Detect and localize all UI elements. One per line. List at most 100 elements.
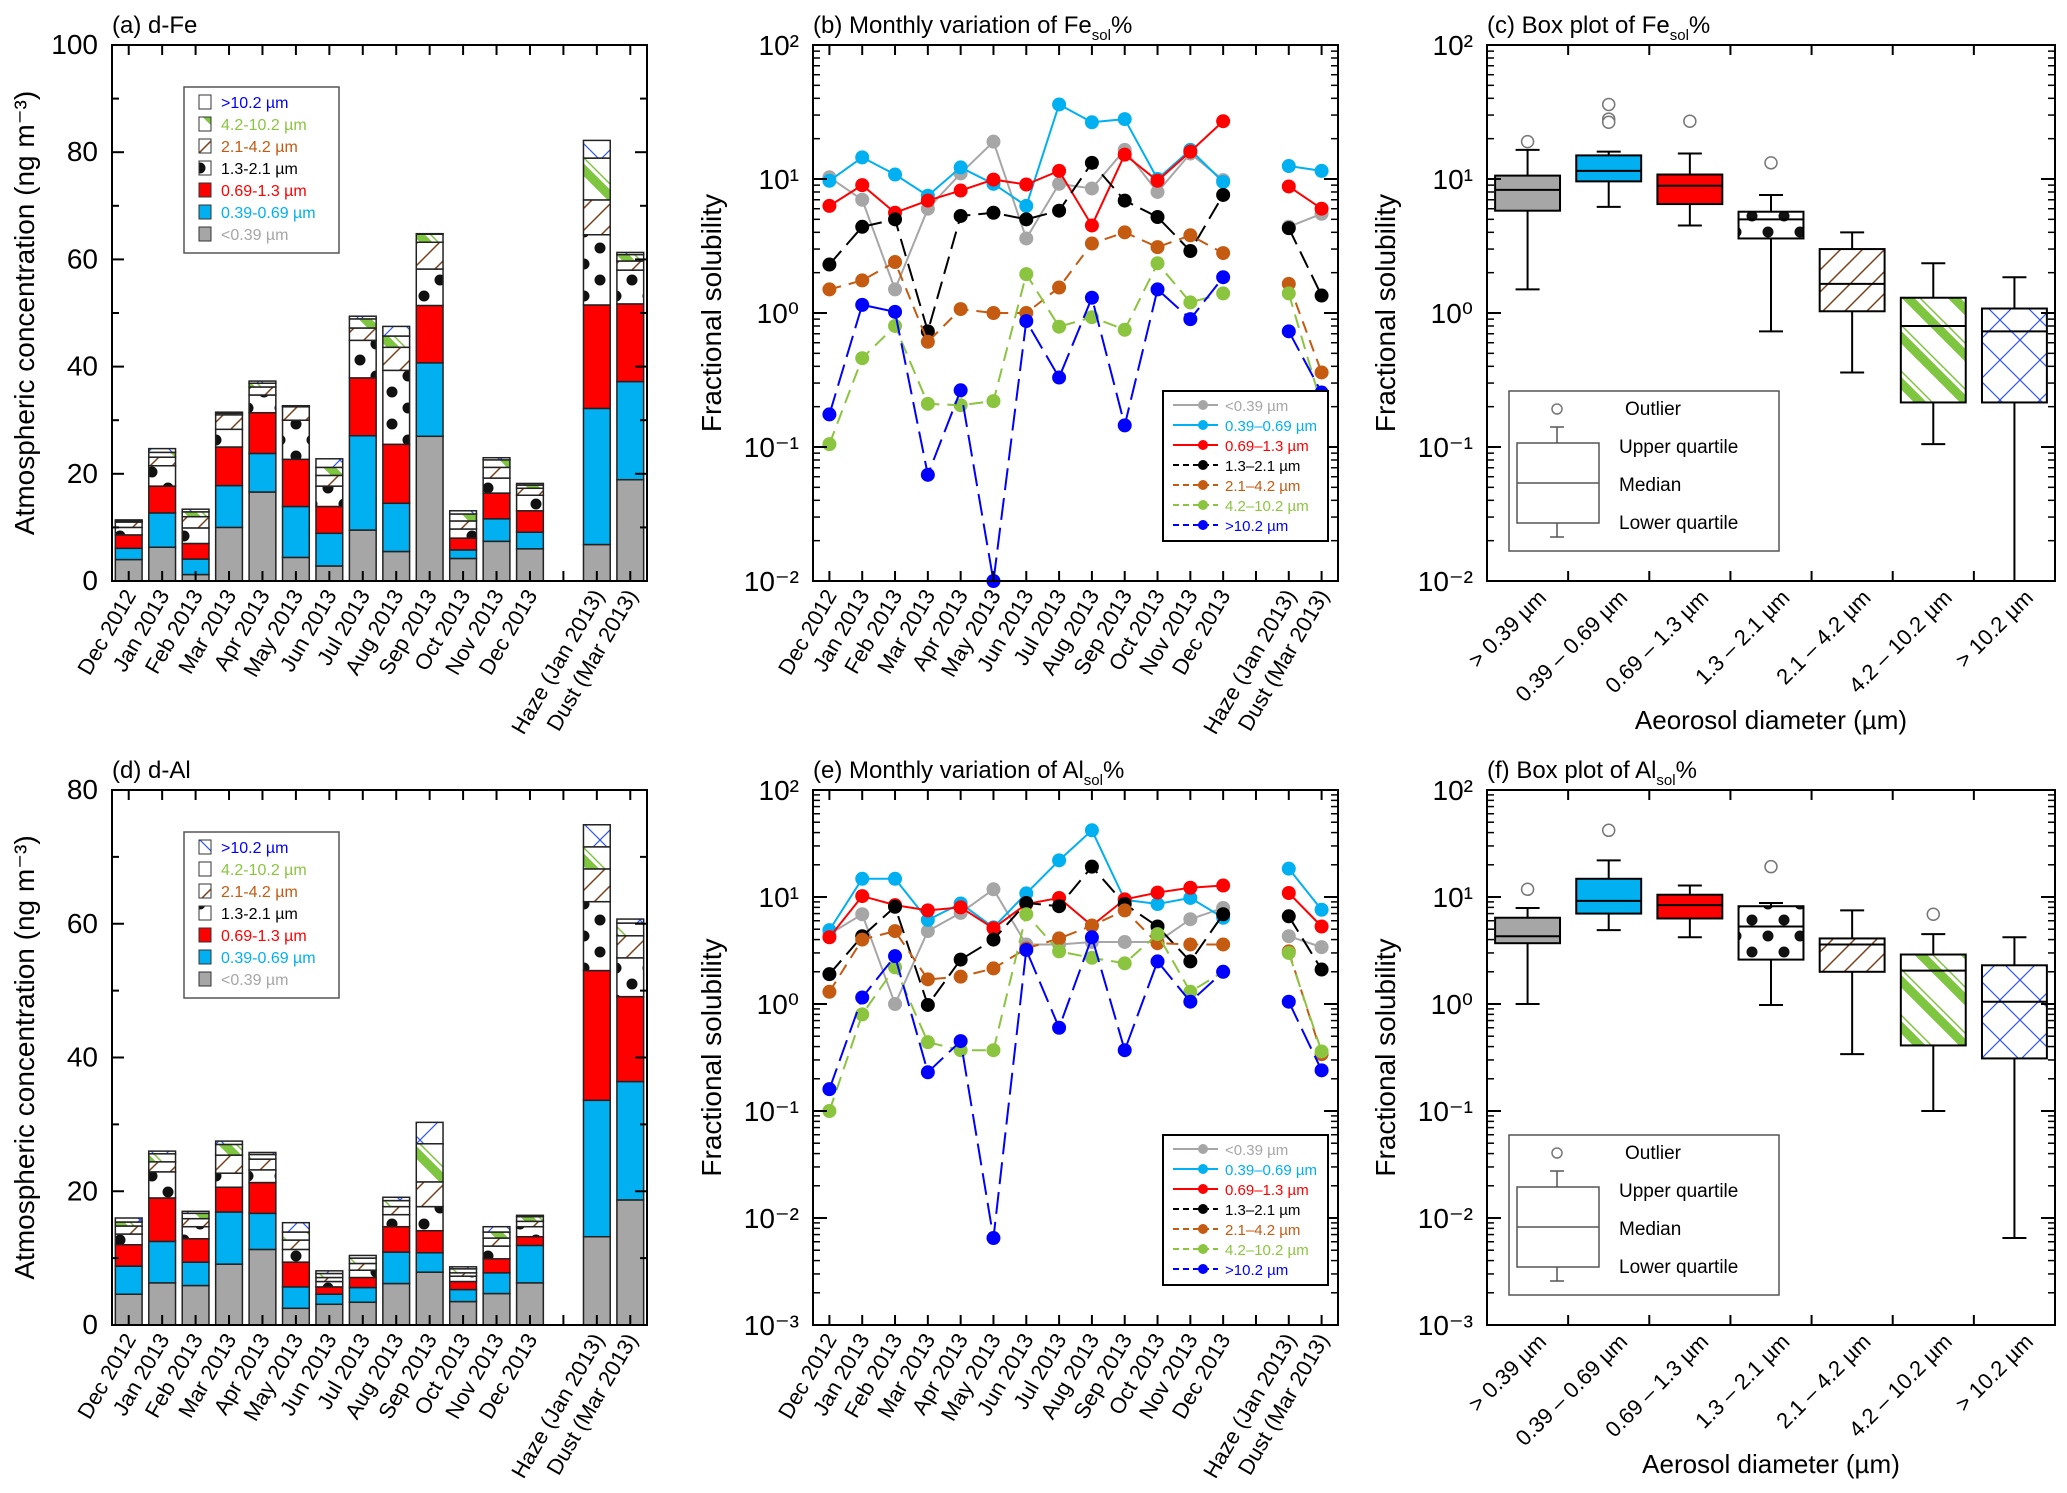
bar-segment (616, 918, 645, 924)
legend-label: 0.69–1.3 µm (1225, 1182, 1309, 1199)
bar-segment (415, 1205, 444, 1232)
legend-label: 0.39-0.69 µm (221, 950, 316, 967)
bar-segment (448, 520, 478, 530)
data-point (1052, 176, 1067, 191)
bar-segment (482, 1272, 511, 1295)
bar-segment (348, 434, 377, 531)
data-point (1314, 919, 1329, 934)
box-iqr (1818, 937, 1886, 973)
panel-title: (c) Box plot of Fesol% (1487, 12, 1710, 44)
y-tick-label: 80 (67, 774, 98, 805)
legend-marker (1198, 500, 1208, 510)
legend-marker (1198, 1164, 1208, 1174)
bar-segment (181, 1237, 210, 1263)
bar-segment (482, 1237, 511, 1247)
series-5 (822, 256, 1329, 452)
data-point (986, 932, 1001, 947)
bar-segment (114, 1225, 143, 1235)
legend-marker (1198, 1224, 1208, 1234)
bar-segment (482, 1225, 511, 1233)
data-point (855, 932, 870, 947)
y-tick-label: 10⁻² (1418, 566, 1473, 597)
legend-marker (1198, 460, 1208, 470)
data-point (1281, 994, 1296, 1009)
legend-label: 2.1–4.2 µm (1225, 1222, 1300, 1239)
data-point (1019, 314, 1034, 329)
data-point (1150, 184, 1165, 199)
plot-frame (812, 789, 1339, 1326)
legend-label: 2.1-4.2 µm (221, 884, 298, 901)
outlier-point (1764, 156, 1778, 170)
data-point (1314, 1044, 1329, 1059)
data-point (1019, 212, 1034, 227)
bar-segment (582, 824, 611, 848)
data-point (1183, 954, 1198, 969)
legend-swatch (198, 226, 212, 242)
legend-label: Median (1619, 475, 1681, 496)
data-point (1052, 97, 1067, 112)
bar-segment (582, 139, 611, 159)
bar-segment (181, 1212, 210, 1220)
y-tick-label: 10⁻² (744, 1203, 799, 1234)
data-point (1216, 270, 1231, 285)
data-point (888, 924, 903, 939)
series-line (1287, 915, 1323, 971)
bar-segment (616, 251, 645, 256)
y-tick-label: 10⁰ (757, 298, 799, 329)
bar-segment (348, 339, 377, 379)
bar-segment (582, 900, 611, 972)
y-axis-label: Fractional solubility (696, 194, 727, 432)
data-point (1183, 937, 1198, 952)
y-tick-label: 10⁻² (744, 566, 799, 597)
bar-segment (315, 474, 344, 487)
data-point (1314, 902, 1329, 917)
data-point (1150, 885, 1165, 900)
data-point (888, 318, 903, 333)
series-line (1287, 283, 1323, 373)
data-point (855, 150, 870, 165)
data-point (1281, 929, 1296, 944)
y-tick-label: 10⁻¹ (744, 432, 799, 463)
series-5 (822, 907, 1329, 1118)
data-point (1183, 295, 1198, 310)
outlier-point (1520, 882, 1535, 897)
data-point (1216, 174, 1231, 189)
legend-label: 0.39–0.69 µm (1225, 418, 1317, 435)
bar-segment (281, 404, 311, 408)
outlier-point (1601, 97, 1616, 112)
bar-segment (281, 419, 311, 461)
bar-segment (448, 1288, 478, 1303)
box-iqr (1737, 210, 1805, 240)
data-point (953, 1034, 968, 1049)
data-point (1150, 256, 1165, 271)
bar-segment (482, 492, 511, 520)
bar-segment (148, 1153, 177, 1163)
data-point (1281, 324, 1296, 339)
bar-segment (515, 1244, 545, 1284)
bar-segment (248, 452, 277, 493)
bar-segment (248, 1151, 277, 1156)
bar-segment (415, 232, 444, 235)
bar-segment (515, 1225, 545, 1238)
legend-swatch (198, 971, 212, 987)
title-main: (d) d-Al (112, 757, 191, 784)
bar-segment (214, 414, 244, 431)
bar-segment (248, 380, 277, 384)
title-main: (b) Monthly variation of Fe (813, 12, 1092, 39)
box-iqr (1494, 916, 1562, 945)
data-point (822, 257, 837, 272)
bar-segment (382, 346, 411, 372)
data-point (953, 302, 968, 317)
bar-segment (248, 1248, 277, 1326)
bar-segment (181, 527, 210, 545)
bar-segment (482, 1245, 511, 1260)
bar-segment (382, 1225, 411, 1253)
legend-label: Upper quartile (1619, 437, 1738, 458)
data-point (986, 172, 1001, 187)
data-point (1314, 365, 1329, 380)
legend-marker (1198, 400, 1208, 410)
bar-segment (582, 868, 611, 903)
y-axis-label: Atmospheric concentration (ng m⁻³) (9, 835, 40, 1279)
